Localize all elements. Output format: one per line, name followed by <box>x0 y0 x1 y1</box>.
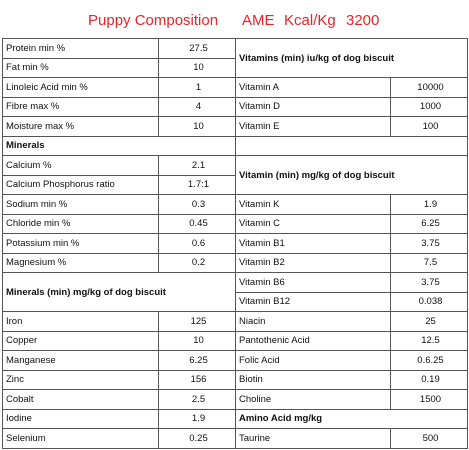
row-value: 0.6.25 <box>390 350 468 371</box>
row-label: Vitamin B2 <box>235 252 391 273</box>
row-label: Linoleic Acid min % <box>2 77 159 98</box>
title-ame-label: AME <box>242 12 275 29</box>
row-value: 10 <box>158 57 236 78</box>
row-value: 25 <box>390 311 468 332</box>
row-label: Selenium <box>2 428 159 449</box>
row-value: 1 <box>158 77 236 98</box>
table-row: Zinc 156 Biotin 0.19 <box>2 369 468 390</box>
row-value: 100 <box>390 116 468 137</box>
section-header-vitamins-iu: Vitamins (min) iu/kg of dog biscuit <box>235 38 468 78</box>
row-label: Manganese <box>2 350 159 371</box>
table-row: Linoleic Acid min % 1 Vitamin A 10000 <box>2 77 468 98</box>
title-value: 3200 <box>346 12 380 29</box>
row-label: Vitamin K <box>235 194 391 215</box>
row-value: 12.5 <box>390 330 468 351</box>
table-row: Fibre max % 4 Vitamin D 1000 <box>2 96 468 117</box>
row-value: 6.25 <box>390 213 468 234</box>
row-label: Copper <box>2 330 159 351</box>
row-value: 3.75 <box>390 272 468 293</box>
row-label: Vitamin B12 <box>235 291 391 312</box>
row-value: 0.038 <box>390 291 468 312</box>
row-value: 10000 <box>390 77 468 98</box>
row-value: 0.19 <box>390 369 468 390</box>
table-row: Iodine 1.9 Amino Acid mg/kg <box>2 408 468 429</box>
row-value: 1500 <box>390 389 468 410</box>
row-label: Calcium % <box>2 155 159 176</box>
row-label: Magnesium % <box>2 252 159 273</box>
row-value: 0.6 <box>158 233 236 254</box>
row-label: Potassium min % <box>2 233 159 254</box>
title-name: Puppy Composition <box>88 12 219 29</box>
row-label: Pantothenic Acid <box>235 330 391 351</box>
row-label: Vitamin B6 <box>235 272 391 293</box>
row-value: 10 <box>158 116 236 137</box>
row-value: 0.25 <box>158 428 236 449</box>
table-row: Chloride min % 0.45 Vitamin C 6.25 <box>2 213 468 234</box>
row-value: 1000 <box>390 96 468 117</box>
table-row: Magnesium % 0.2 Vitamin B2 7.5 <box>2 252 468 273</box>
table-row: Potassium min % 0.6 Vitamin B1 3.75 <box>2 233 468 254</box>
composition-table: Protein min % 27.5 Vitamins (min) iu/kg … <box>2 38 468 449</box>
table-row: Manganese 6.25 Folic Acid 0.6.25 <box>2 350 468 371</box>
row-label: Fibre max % <box>2 96 159 117</box>
table-row: Selenium 0.25 Taurine 500 <box>2 428 468 449</box>
row-value: 1.7:1 <box>158 174 236 195</box>
row-value: 0.3 <box>158 194 236 215</box>
table-row: Sodium min % 0.3 Vitamin K 1.9 <box>2 194 468 215</box>
table-row: Moisture max % 10 Vitamin E 100 <box>2 116 468 137</box>
row-value: 3.75 <box>390 233 468 254</box>
row-label: Biotin <box>235 369 391 390</box>
row-value: 156 <box>158 369 236 390</box>
table-row: Copper 10 Pantothenic Acid 12.5 <box>2 330 468 351</box>
row-label: Vitamin E <box>235 116 391 137</box>
row-label: Taurine <box>235 428 391 449</box>
title-unit: Kcal/Kg <box>284 12 336 29</box>
row-label: Chloride min % <box>2 213 159 234</box>
row-value: 27.5 <box>158 38 236 59</box>
row-value: 500 <box>390 428 468 449</box>
table-row: Iron 125 Niacin 25 <box>2 311 468 332</box>
table-row: Cobalt 2.5 Choline 1500 <box>2 389 468 410</box>
row-label: Iodine <box>2 408 159 429</box>
table-row: Protein min % 27.5 Vitamins (min) iu/kg … <box>2 38 468 78</box>
row-label: Vitamin A <box>235 77 391 98</box>
row-value: 0.2 <box>158 252 236 273</box>
table-row: Calcium % 2.1 Vitamin (min) mg/kg of dog… <box>2 155 468 195</box>
row-label: Folic Acid <box>235 350 391 371</box>
row-value: 2.1 <box>158 155 236 176</box>
row-label: Moisture max % <box>2 116 159 137</box>
section-header-minerals: Minerals <box>2 135 236 156</box>
row-label: Vitamin D <box>235 96 391 117</box>
row-label: Vitamin B1 <box>235 233 391 254</box>
section-header-amino-acid: Amino Acid mg/kg <box>235 408 468 429</box>
row-label: Fat min % <box>2 57 159 78</box>
row-value: 2.5 <box>158 389 236 410</box>
row-value: 1.9 <box>158 408 236 429</box>
table-row: Minerals <box>2 135 468 156</box>
row-label: Cobalt <box>2 389 159 410</box>
row-value: 4 <box>158 96 236 117</box>
section-header-vitamins-mg: Vitamin (min) mg/kg of dog biscuit <box>235 155 468 195</box>
section-header-trace-minerals: Minerals (min) mg/kg of dog biscuit <box>2 272 236 312</box>
row-label: Choline <box>235 389 391 410</box>
blank-cell <box>235 135 468 156</box>
row-label: Protein min % <box>2 38 159 59</box>
row-value: 0.45 <box>158 213 236 234</box>
table-row: Calcium Phosphorus ratio 1.7:1 <box>2 174 468 195</box>
row-label: Sodium min % <box>2 194 159 215</box>
row-label: Vitamin C <box>235 213 391 234</box>
row-value: 125 <box>158 311 236 332</box>
row-value: 7.5 <box>390 252 468 273</box>
page-title: Puppy Composition AME Kcal/Kg 3200 <box>0 0 469 38</box>
row-value: 1.9 <box>390 194 468 215</box>
row-label: Niacin <box>235 311 391 332</box>
row-label: Iron <box>2 311 159 332</box>
row-label: Calcium Phosphorus ratio <box>2 174 159 195</box>
table-row: Minerals (min) mg/kg of dog biscuit Vita… <box>2 272 468 312</box>
row-value: 6.25 <box>158 350 236 371</box>
row-label: Zinc <box>2 369 159 390</box>
row-value: 10 <box>158 330 236 351</box>
